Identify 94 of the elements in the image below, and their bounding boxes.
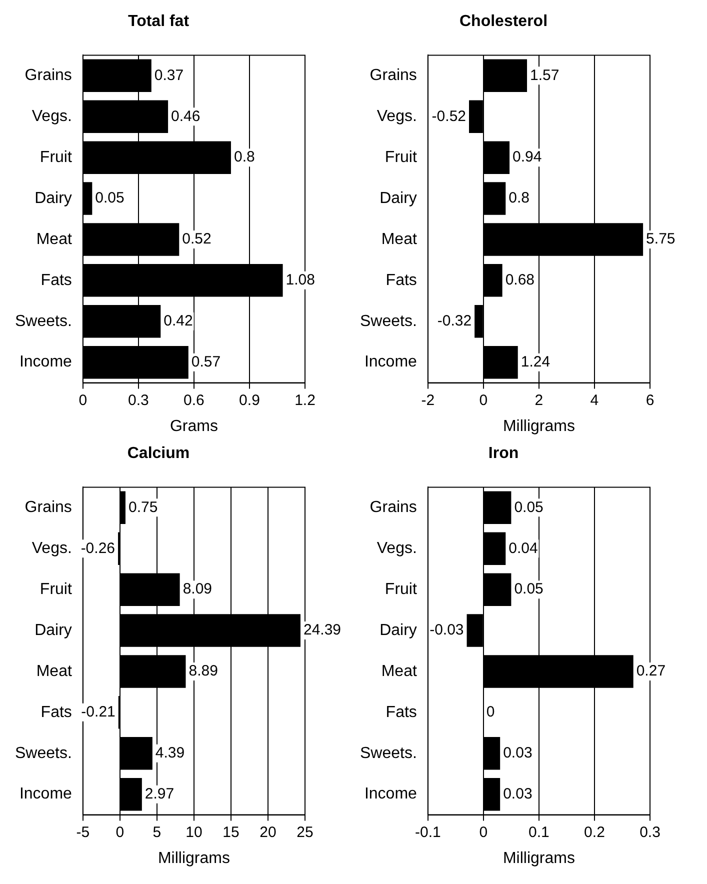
data-label: 1.08 xyxy=(286,272,315,289)
y-tick-label: Sweets. xyxy=(360,744,417,762)
y-tick-label: Fats xyxy=(386,272,417,289)
data-label: 0.05 xyxy=(514,580,544,598)
x-tick-label: 0.1 xyxy=(528,824,550,841)
x-tick-label: 5 xyxy=(152,824,162,841)
x-tick-label: -5 xyxy=(76,824,90,841)
chart-title: Iron xyxy=(488,445,519,462)
y-tick-label: Dairy xyxy=(380,622,417,639)
data-label: 0.57 xyxy=(191,353,221,370)
x-tick-label: 0.2 xyxy=(584,824,605,841)
data-label: 0 xyxy=(486,704,495,721)
x-tick-label: 20 xyxy=(260,824,276,841)
y-tick-label: Income xyxy=(364,786,418,803)
data-label: 0.8 xyxy=(508,190,530,207)
data-label: 1.57 xyxy=(530,66,560,84)
x-axis-title: Grams xyxy=(170,418,218,435)
chart-title: Cholesterol xyxy=(459,13,548,30)
y-tick-label: Income xyxy=(19,786,72,803)
data-label: 2.97 xyxy=(144,785,174,802)
x-tick-label: -0.1 xyxy=(414,824,441,841)
chart-title: Total fat xyxy=(128,13,190,30)
data-label: -0.26 xyxy=(80,540,116,557)
data-label: 0.04 xyxy=(508,540,538,557)
x-axis-title: Milligrams xyxy=(502,850,575,867)
data-label: 5.75 xyxy=(646,230,676,248)
data-label: 0.75 xyxy=(128,498,158,516)
data-label: 0.42 xyxy=(164,312,193,330)
x-tick-label: 4 xyxy=(590,392,599,409)
x-tick-label: 0.3 xyxy=(128,392,149,409)
y-tick-label: Dairy xyxy=(34,622,72,639)
data-label: 0.94 xyxy=(512,148,542,166)
y-tick-label: Income xyxy=(364,354,418,371)
data-label: 0.03 xyxy=(503,744,532,762)
x-tick-label: 2 xyxy=(534,392,544,409)
y-tick-label: Meat xyxy=(36,230,72,248)
y-tick-label: Vegs. xyxy=(32,108,72,126)
data-label: 0.05 xyxy=(95,190,124,207)
y-tick-label: Sweets. xyxy=(14,744,72,762)
y-tick-label: Sweets. xyxy=(14,312,72,330)
data-label: -0.03 xyxy=(430,622,464,639)
y-tick-label: Fruit xyxy=(40,148,72,166)
y-tick-label: Fats xyxy=(40,272,72,289)
x-tick-label: 0 xyxy=(78,392,88,409)
y-tick-label: Sweets. xyxy=(360,312,417,330)
y-tick-label: Fruit xyxy=(384,580,418,598)
y-tick-label: Fruit xyxy=(40,580,72,598)
y-tick-label: Vegs. xyxy=(376,108,417,126)
data-label: 4.39 xyxy=(155,744,185,762)
data-label: 8.09 xyxy=(182,580,212,598)
x-tick-label: -2 xyxy=(421,392,435,409)
data-label: 8.89 xyxy=(188,662,218,680)
x-tick-label: 6 xyxy=(646,392,654,409)
data-label: -0.21 xyxy=(81,704,116,721)
y-tick-label: Fats xyxy=(40,704,72,721)
data-label: -0.32 xyxy=(437,312,472,330)
y-tick-label: Grains xyxy=(24,499,72,516)
data-label: 0.8 xyxy=(234,148,255,166)
y-tick-label: Fruit xyxy=(384,148,418,166)
data-label: 0.27 xyxy=(636,662,666,680)
y-tick-label: Grains xyxy=(24,67,72,84)
x-tick-label: 0.9 xyxy=(239,392,260,409)
x-tick-label: 1.2 xyxy=(294,392,316,409)
data-label: 1.24 xyxy=(520,353,550,370)
x-tick-label: 10 xyxy=(186,824,202,841)
data-label: 24.39 xyxy=(303,622,342,639)
x-axis-title: Milligrams xyxy=(158,850,230,867)
y-tick-label: Dairy xyxy=(380,190,417,207)
y-tick-label: Vegs. xyxy=(376,540,417,558)
y-tick-label: Income xyxy=(19,354,72,371)
y-tick-label: Dairy xyxy=(34,190,72,207)
x-tick-label: 15 xyxy=(222,824,240,841)
y-tick-label: Meat xyxy=(36,662,72,680)
y-tick-label: Grains xyxy=(370,499,417,516)
data-label: 0.68 xyxy=(505,272,535,289)
data-label: 0.03 xyxy=(503,785,532,802)
x-tick-label: 0 xyxy=(479,824,488,841)
y-tick-label: Grains xyxy=(370,67,417,84)
x-tick-label: 0 xyxy=(116,824,124,841)
data-label: 0.05 xyxy=(514,498,544,516)
y-tick-label: Meat xyxy=(381,230,418,248)
x-axis-title: Milligrams xyxy=(502,418,575,435)
x-tick-label: 0.3 xyxy=(640,824,660,841)
data-label: 0.37 xyxy=(154,66,184,84)
data-label: 0.46 xyxy=(171,108,200,125)
y-tick-label: Vegs. xyxy=(32,540,72,558)
x-tick-label: 0 xyxy=(479,392,488,409)
x-tick-label: 25 xyxy=(296,824,314,841)
data-label: 0.52 xyxy=(182,230,212,248)
data-label: -0.52 xyxy=(432,108,466,125)
x-tick-label: 0.6 xyxy=(184,392,204,409)
y-tick-label: Fats xyxy=(386,704,417,721)
chart-title: Calcium xyxy=(127,445,190,462)
y-tick-label: Meat xyxy=(381,662,418,680)
